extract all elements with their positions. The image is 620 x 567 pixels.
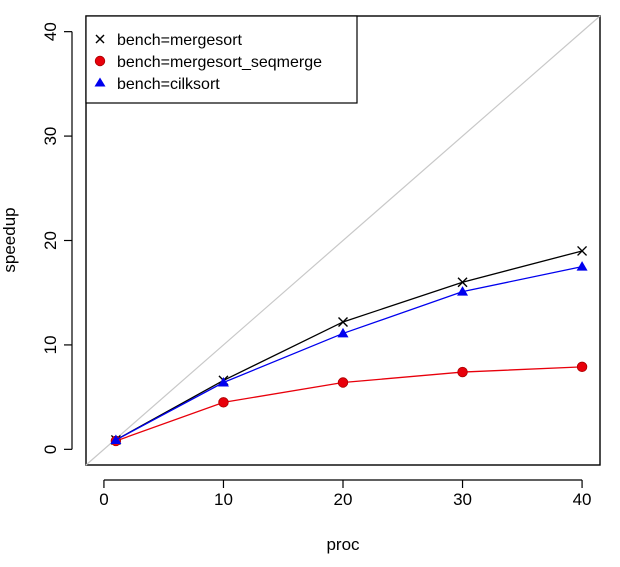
data-point-cilksort (576, 261, 588, 271)
data-point-cilksort (457, 286, 469, 296)
data-point-mergesort (457, 277, 468, 288)
series-mergesort (110, 245, 588, 445)
y-tick-label: 40 (41, 22, 60, 41)
legend-label-mergesort-seqmerge: bench=mergesort_seqmerge (117, 54, 322, 71)
x-tick-label: 30 (453, 490, 472, 509)
data-point-mergesort-seqmerge (337, 377, 349, 388)
legend-marker-cilksort (94, 77, 106, 87)
data-point-mergesort-seqmerge (457, 366, 468, 378)
y-tick-label: 10 (41, 335, 60, 354)
series-layer (110, 245, 588, 447)
y-axis-title: speedup (0, 207, 19, 272)
x-axis: 0 10 20 30 40 (99, 479, 592, 509)
data-point-cilksort (110, 434, 122, 444)
x-axis-title: proc (326, 535, 360, 554)
series-line-cilksort (115, 265, 583, 441)
identity-reference-line (85, 15, 601, 466)
legend-marker-mergesort-seqmerge (94, 55, 106, 67)
x-tick-label: 40 (573, 490, 592, 509)
legend: bench=mergesort bench=mergesort_seqmerge… (85, 15, 358, 104)
data-point-mergesort-seqmerge (218, 397, 229, 408)
y-tick-label: 0 (41, 445, 60, 454)
data-point-cilksort (337, 327, 349, 338)
data-point-mergesort (577, 245, 588, 256)
legend-box (85, 15, 358, 104)
data-point-cilksort (217, 377, 229, 387)
data-point-mergesort-seqmerge (576, 361, 588, 373)
legend-marker-mergesort (95, 34, 105, 44)
x-tick-label: 20 (334, 490, 353, 509)
legend-label-mergesort: bench=mergesort (117, 32, 243, 49)
y-tick-label: 20 (41, 231, 60, 250)
legend-label-cilksort: bench=cilksort (117, 76, 220, 93)
series-line-mergesort (115, 250, 583, 441)
x-tick-label: 10 (214, 490, 233, 509)
x-tick-label: 0 (99, 490, 108, 509)
y-tick-label: 30 (41, 127, 60, 146)
series-cilksort (110, 261, 588, 444)
data-point-mergesort (338, 316, 348, 327)
y-axis: 0 10 20 30 40 (41, 22, 73, 454)
